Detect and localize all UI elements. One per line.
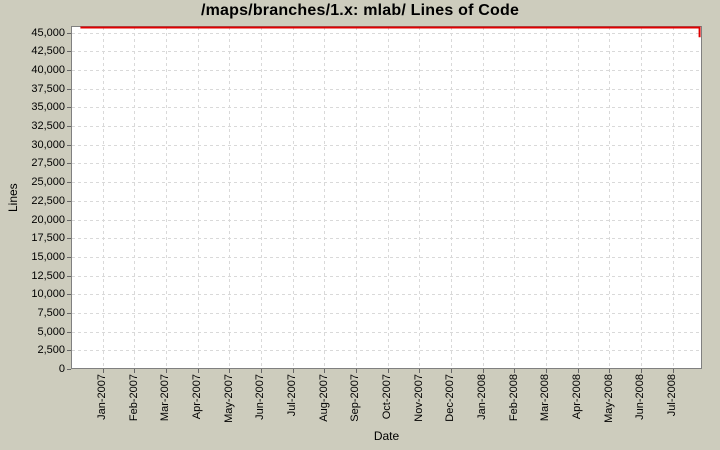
loc-line-series bbox=[80, 26, 701, 38]
y-tick-label: 2,500 bbox=[37, 344, 65, 357]
y-tick-label: 42,500 bbox=[31, 45, 65, 58]
y-tick-label: 7,500 bbox=[37, 306, 65, 319]
y-tick-label: 17,500 bbox=[31, 232, 65, 245]
y-tick-label: 32,500 bbox=[31, 120, 65, 133]
x-tick-label: Jul-2008 bbox=[666, 374, 679, 417]
chart-title: /maps/branches/1.x: mlab/ Lines of Code bbox=[200, 2, 520, 19]
x-tick-label: May-2007 bbox=[222, 374, 235, 423]
x-axis-title: Date bbox=[373, 429, 400, 443]
x-tick-label: May-2008 bbox=[602, 374, 615, 423]
x-tick-label: Aug-2007 bbox=[317, 374, 330, 422]
x-tick-label: Apr-2007 bbox=[191, 374, 204, 420]
y-tick-label: 15,000 bbox=[31, 250, 65, 263]
y-tick-label: 40,000 bbox=[31, 64, 65, 77]
x-tick-label: Jan-2008 bbox=[476, 374, 489, 420]
y-tick-label: 0 bbox=[58, 363, 65, 375]
y-tick-label: 25,000 bbox=[31, 176, 65, 189]
x-tick-label: Jun-2008 bbox=[634, 374, 647, 420]
x-tick-label: Apr-2008 bbox=[571, 374, 584, 420]
x-tick-label: Jun-2007 bbox=[254, 374, 267, 420]
x-tick-label: Jan-2007 bbox=[96, 374, 109, 420]
y-tick-label: 22,500 bbox=[31, 194, 65, 207]
x-tick-label: Feb-2008 bbox=[507, 374, 520, 422]
y-tick-label: 12,500 bbox=[31, 269, 65, 282]
x-tick-label: Jul-2007 bbox=[286, 374, 299, 417]
x-tick-label: Dec-2007 bbox=[444, 374, 457, 422]
y-tick-label: 35,000 bbox=[31, 101, 65, 114]
y-tick-label: 20,000 bbox=[31, 213, 65, 226]
y-tick-label: 37,500 bbox=[31, 82, 65, 95]
y-tick-label: 10,000 bbox=[31, 288, 65, 301]
x-tick-label: Sep-2007 bbox=[349, 374, 362, 422]
x-tick-label: Nov-2007 bbox=[412, 374, 425, 422]
x-tick-label: Oct-2007 bbox=[381, 374, 394, 420]
y-tick-label: 5,000 bbox=[37, 325, 65, 338]
y-tick-label: 27,500 bbox=[31, 157, 65, 170]
y-tick-label: 30,000 bbox=[31, 138, 65, 151]
plot-background bbox=[71, 26, 702, 369]
x-tick-label: Mar-2007 bbox=[159, 374, 172, 422]
x-tick-label: Mar-2008 bbox=[539, 374, 552, 422]
y-tick-label: 45,000 bbox=[31, 26, 65, 39]
x-tick-label: Feb-2007 bbox=[127, 374, 140, 422]
